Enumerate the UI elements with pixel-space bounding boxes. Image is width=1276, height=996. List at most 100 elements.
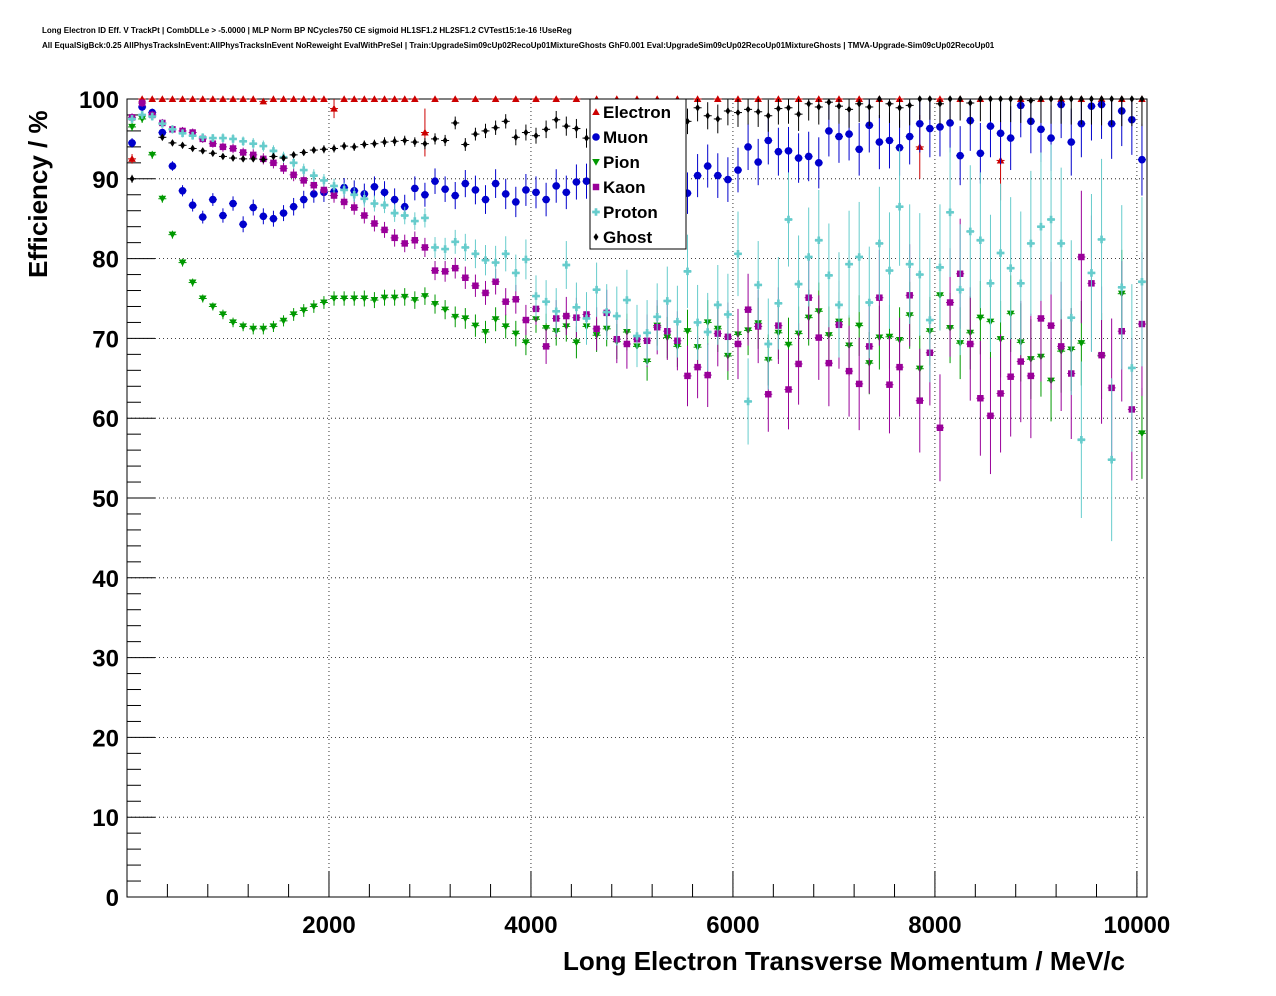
data-point	[572, 282, 581, 333]
legend-marker	[592, 108, 600, 116]
data-point	[643, 300, 652, 366]
data-point	[299, 190, 308, 209]
data-point	[309, 95, 318, 103]
legend-entry-pion: Pion	[592, 153, 640, 172]
data-point	[633, 304, 641, 368]
data-point	[370, 139, 379, 148]
data-point	[229, 143, 238, 154]
data-point	[996, 334, 1005, 453]
data-point	[229, 196, 238, 211]
data-point	[350, 200, 359, 215]
data-point	[845, 210, 854, 318]
y-tick-label: 40	[92, 566, 119, 593]
y-tick-label: 20	[92, 725, 119, 752]
data-point	[814, 295, 823, 380]
data-point	[693, 284, 702, 360]
data-point	[794, 99, 803, 131]
data-point	[340, 95, 349, 103]
legend-marker	[592, 133, 600, 141]
data-point	[471, 239, 480, 269]
data-point	[148, 95, 157, 103]
data-point	[229, 154, 238, 162]
data-point	[188, 278, 197, 287]
data-point	[168, 139, 177, 147]
data-point	[733, 147, 742, 193]
data-point	[158, 194, 167, 203]
data-point	[350, 187, 359, 202]
data-point	[340, 182, 349, 198]
data-point	[380, 197, 389, 214]
data-point	[259, 208, 268, 225]
y-tick-label: 0	[106, 885, 119, 912]
data-point	[360, 190, 369, 207]
data-point	[380, 221, 389, 238]
data-point	[1107, 95, 1116, 126]
data-point	[188, 95, 197, 103]
data-point	[976, 172, 985, 309]
data-point	[562, 296, 571, 336]
data-point	[168, 230, 177, 239]
data-point	[269, 320, 278, 333]
data-point	[390, 229, 399, 247]
data-point	[198, 210, 207, 224]
data-point	[1057, 167, 1066, 320]
data-point	[723, 99, 732, 126]
data-point	[673, 285, 682, 358]
data-point	[1087, 95, 1096, 125]
data-point	[350, 291, 359, 306]
y-tick-label: 70	[92, 326, 119, 353]
data-point	[935, 374, 944, 482]
data-point	[491, 95, 500, 103]
data-point	[693, 154, 702, 198]
data-point	[733, 211, 742, 297]
data-point	[188, 198, 197, 212]
data-point	[744, 358, 753, 445]
data-point	[915, 95, 924, 120]
data-point	[148, 150, 157, 159]
data-point	[1016, 95, 1025, 123]
data-point	[420, 138, 429, 150]
data-point	[754, 138, 763, 186]
data-point	[451, 257, 460, 279]
legend-entry-kaon: Kaon	[592, 178, 646, 197]
data-point	[239, 155, 248, 163]
data-point	[218, 133, 227, 143]
data-point	[198, 294, 207, 303]
data-point	[552, 110, 561, 129]
data-point	[703, 144, 712, 188]
x-tick-label: 2000	[302, 912, 355, 939]
y-tick-label: 80	[92, 247, 119, 274]
data-point	[319, 95, 328, 103]
data-point	[562, 116, 571, 136]
data-point	[208, 302, 217, 311]
data-point	[461, 138, 470, 151]
data-point	[289, 168, 298, 182]
data-point	[1097, 158, 1106, 321]
data-point	[521, 174, 530, 206]
data-point	[319, 145, 328, 154]
data-point	[683, 234, 692, 309]
data-point	[935, 99, 944, 125]
data-point	[713, 95, 722, 103]
data-point	[330, 291, 339, 306]
data-point	[158, 119, 167, 128]
data-point	[1057, 95, 1066, 124]
y-tick-label: 50	[92, 486, 119, 513]
data-point	[259, 140, 268, 152]
data-point	[481, 245, 490, 276]
legend-label: Ghost	[603, 228, 652, 247]
data-point	[208, 134, 217, 143]
y-tick-label: 60	[92, 406, 119, 433]
data-point	[996, 183, 1005, 323]
data-point	[572, 118, 581, 139]
data-point	[521, 124, 530, 141]
data-point	[168, 161, 177, 171]
data-point	[1077, 361, 1086, 518]
data-point	[249, 323, 258, 335]
data-point	[431, 237, 440, 258]
data-point	[946, 95, 955, 121]
data-point	[663, 266, 672, 336]
data-point	[471, 127, 480, 141]
data-point	[461, 308, 470, 329]
data-point	[996, 95, 1005, 123]
